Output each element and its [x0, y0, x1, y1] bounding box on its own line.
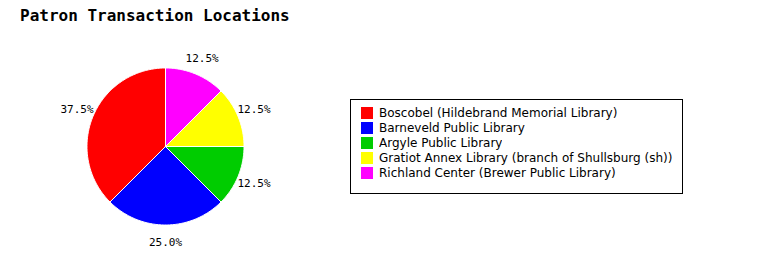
- html-text:Patron Transaction Locations: Patron Transaction Locations: [20, 6, 290, 25]
- html-text:Boscobel (Hildebrand Memorial: Boscobel (Hildebrand Memorial Library): [379, 105, 618, 120]
- svg-text:12.5%: 12.5%: [186, 52, 219, 65]
- svg-text:12.5%: 12.5%: [237, 177, 270, 190]
- svg-text:37.5%: 37.5%: [60, 103, 93, 116]
- html-text:Richland Center (Brewer Public: Richland Center (Brewer Public Library): [379, 165, 616, 180]
- html-text:Barneveld Public Library: Barneveld Public Library: [379, 120, 525, 135]
- html-text:Gratiot Annex Library (branch: Gratiot Annex Library (branch of Shullsb…: [379, 150, 673, 165]
- html-text:Argyle Public Library: Argyle Public Library: [379, 135, 503, 150]
- svg-text:12.5%: 12.5%: [237, 103, 270, 116]
- svg-text:25.0%: 25.0%: [149, 236, 182, 249]
